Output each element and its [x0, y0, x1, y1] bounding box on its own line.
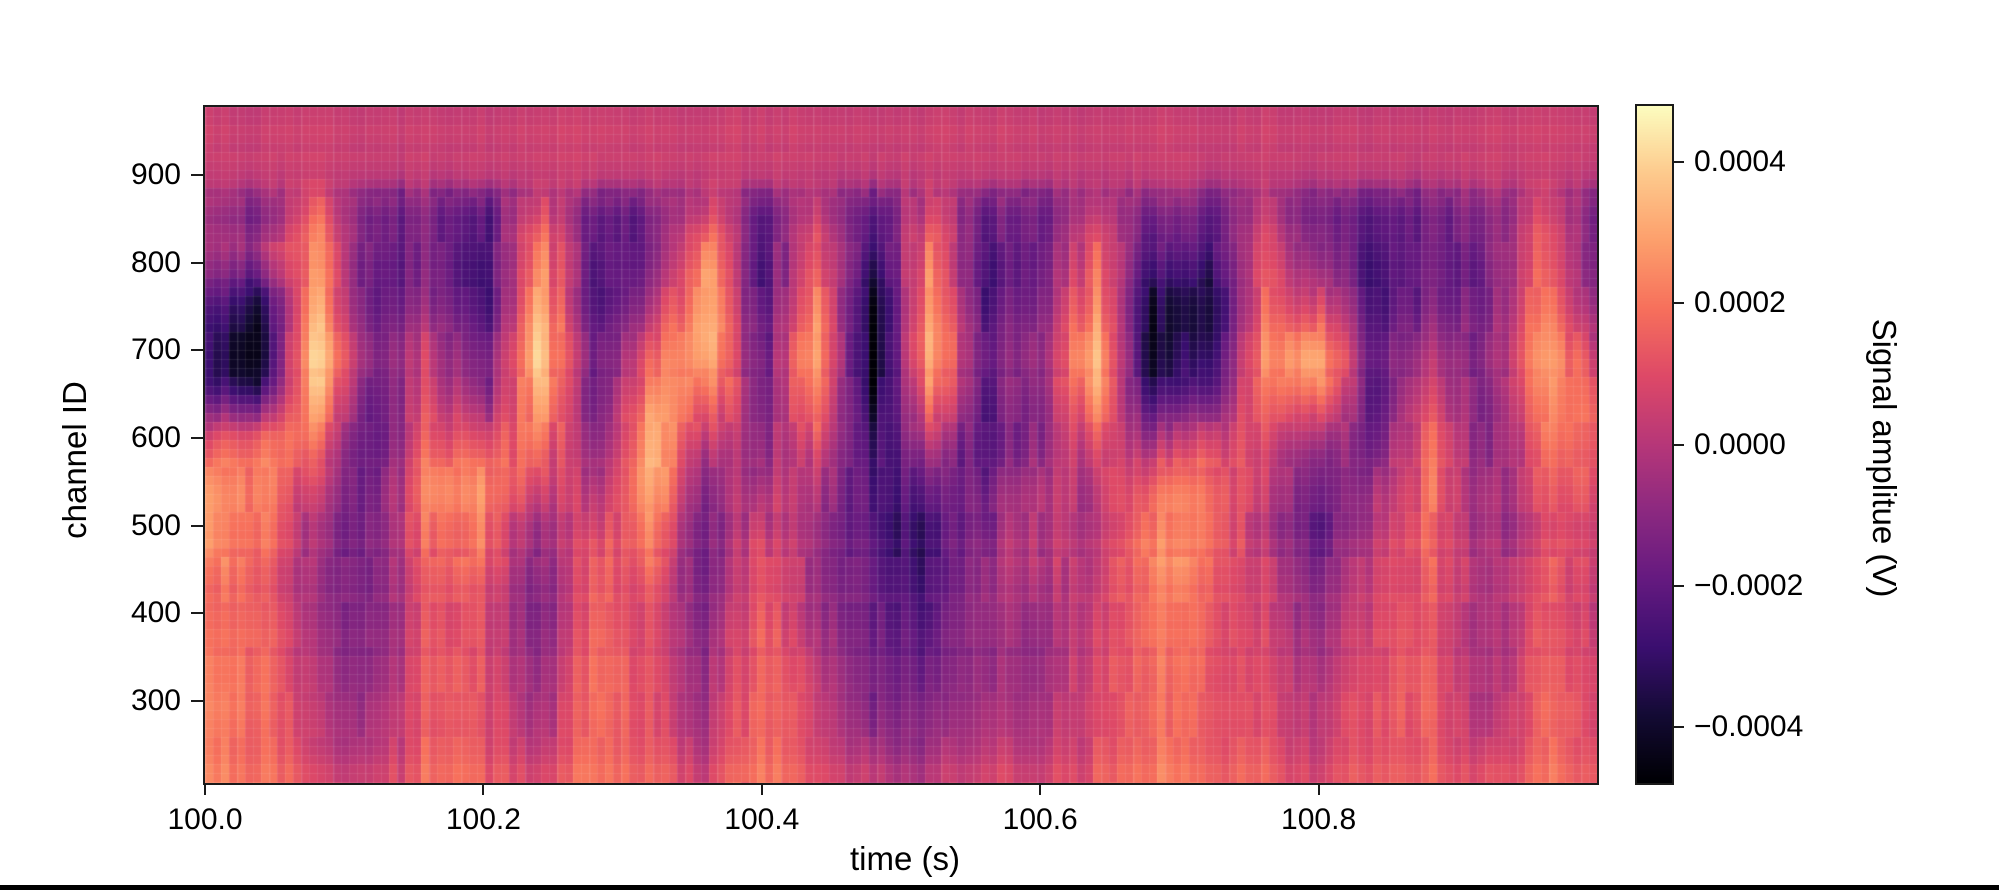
y-tick-label: 700 [130, 333, 181, 367]
colorbar-tick-label: −0.0004 [1694, 709, 1804, 743]
y-tick-label: 500 [130, 508, 181, 542]
heatmap-image [205, 107, 1597, 783]
y-tick-mark [191, 436, 203, 439]
colorbar-label: Signal amplitue (V) [1866, 318, 1903, 598]
y-tick-mark [191, 349, 203, 352]
bottom-divider [0, 885, 1999, 890]
y-tick-label: 800 [130, 245, 181, 279]
colorbar-tick-label: 0.0000 [1694, 427, 1786, 461]
colorbar-tick-mark [1674, 725, 1684, 728]
x-tick-mark [204, 783, 206, 795]
colorbar-tick-mark [1674, 584, 1684, 587]
heatmap-axes [203, 105, 1599, 785]
y-tick-mark [191, 524, 203, 527]
y-tick-mark [191, 612, 203, 615]
colorbar-tick-mark [1674, 302, 1684, 305]
x-tick-mark [1317, 783, 1320, 795]
y-tick-label: 400 [130, 596, 181, 630]
colorbar-tick-mark [1674, 443, 1684, 446]
y-tick-label: 300 [130, 683, 181, 717]
x-tick-label: 100.2 [445, 803, 521, 836]
y-tick-label: 900 [130, 158, 181, 192]
x-tick-label: 100.8 [1281, 803, 1357, 836]
colorbar-tick-mark [1674, 161, 1684, 164]
colorbar [1635, 104, 1674, 785]
y-tick-mark [191, 174, 203, 177]
x-tick-mark [1039, 783, 1042, 795]
y-tick-mark [191, 261, 203, 264]
colorbar-tick-label: 0.0004 [1694, 145, 1786, 179]
colorbar-tick-label: −0.0002 [1694, 568, 1804, 602]
x-tick-label: 100.6 [1002, 803, 1078, 836]
x-axis-label: time (s) [850, 840, 960, 877]
y-tick-mark [191, 699, 203, 702]
x-tick-mark [760, 783, 763, 795]
x-tick-label: 100.0 [167, 803, 243, 836]
colorbar-tick-label: 0.0002 [1694, 286, 1786, 320]
y-tick-label: 600 [130, 420, 181, 454]
x-tick-mark [482, 783, 485, 795]
colorbar-gradient [1637, 106, 1672, 783]
x-tick-label: 100.4 [724, 803, 800, 836]
